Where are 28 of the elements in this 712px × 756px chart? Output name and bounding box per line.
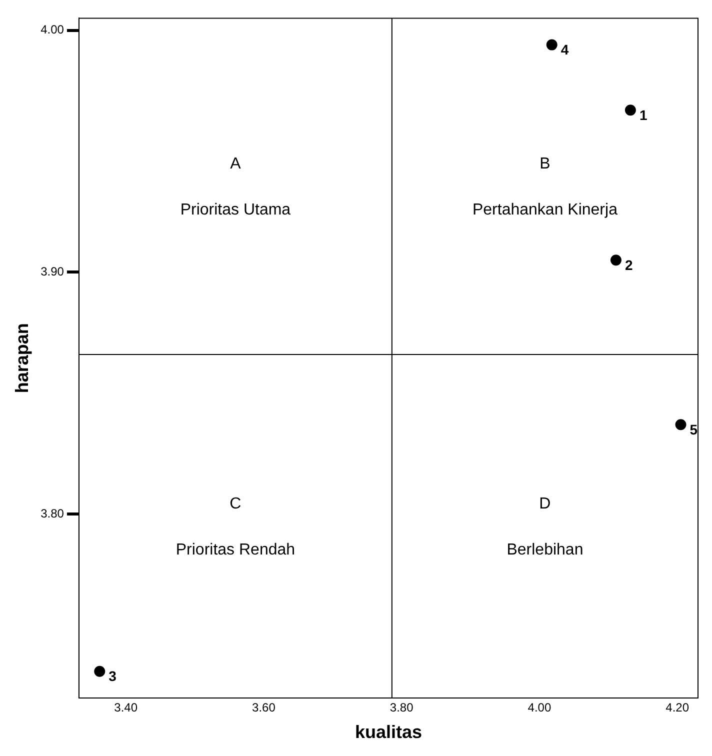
- annotation: D: [539, 496, 551, 513]
- series-label: 3: [108, 668, 117, 684]
- annotation: Berlebihan: [506, 542, 584, 559]
- y-axis-title: harapan: [12, 323, 32, 394]
- x-axis-title: kualitas: [354, 722, 422, 742]
- annotation: C: [230, 496, 242, 513]
- y-tick-label: 3.90: [40, 264, 64, 279]
- point: [610, 254, 622, 266]
- annotation: A: [230, 156, 242, 173]
- point: [624, 104, 636, 116]
- x-tick-label: 3.80: [390, 700, 414, 715]
- series-label: 4: [560, 42, 569, 58]
- point: [546, 39, 558, 50]
- series-label: 5: [690, 421, 698, 438]
- x-tick-label: 4.00: [528, 700, 552, 715]
- annotation: B: [540, 156, 550, 173]
- x-tick-label: 3.40: [114, 700, 138, 715]
- point: [94, 666, 106, 677]
- series-label: 1: [639, 106, 648, 123]
- annotation: Prioritas Utama: [180, 202, 291, 219]
- x-tick-label: 3.60: [252, 700, 276, 715]
- y-tick-label: 4.00: [40, 22, 64, 37]
- annotation: Pertahankan Kinerja: [472, 202, 618, 219]
- x-tick-label: 4.20: [666, 700, 690, 715]
- annotation: Prioritas Rendah: [176, 542, 296, 559]
- point: [675, 419, 686, 430]
- y-tick-label: 3.80: [40, 506, 64, 520]
- series-label: 2: [624, 256, 633, 273]
